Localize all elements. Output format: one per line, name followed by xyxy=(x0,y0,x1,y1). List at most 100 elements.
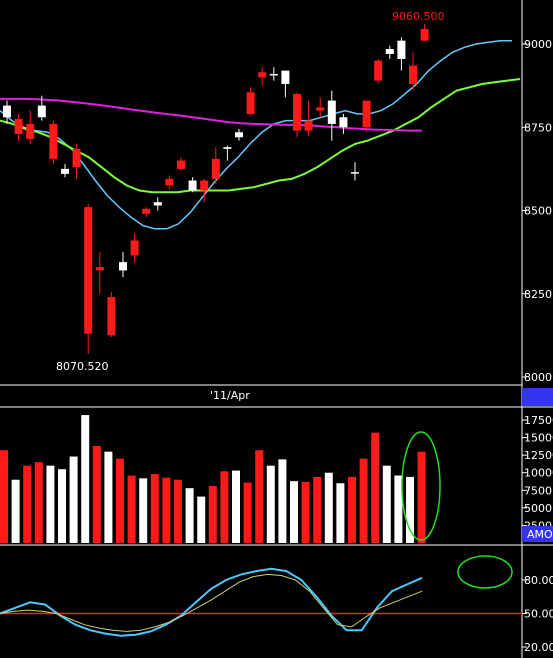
candle-body xyxy=(339,117,348,128)
volume-bar xyxy=(301,481,310,543)
candlestick xyxy=(420,23,429,41)
candle-body xyxy=(61,168,69,174)
candlestick xyxy=(397,37,406,71)
candle-body xyxy=(26,123,35,139)
candle-body xyxy=(316,107,325,111)
volume-bar xyxy=(150,474,159,543)
volume-bar xyxy=(23,465,32,543)
volume-tick-label: 12500 xyxy=(524,449,553,462)
volume-bar xyxy=(243,482,252,543)
candle-body xyxy=(362,100,371,128)
volume-tick-label: 15000 xyxy=(524,432,553,445)
candlestick xyxy=(235,128,243,141)
volume-bar xyxy=(359,458,368,543)
candle-body xyxy=(281,70,290,84)
candlestick xyxy=(26,110,35,144)
candlestick xyxy=(37,95,46,121)
candle-body xyxy=(258,72,267,78)
volume-bar xyxy=(313,476,322,543)
volume-bar xyxy=(81,415,90,543)
candlestick xyxy=(351,162,359,181)
volume-bar xyxy=(127,475,136,543)
volume-axis-ticks: 17500150001250010000750050002500 xyxy=(522,414,553,532)
ma-long-line xyxy=(0,97,422,132)
candlestick xyxy=(200,178,209,203)
candlestick xyxy=(304,100,313,136)
volume-bar xyxy=(208,486,217,543)
candlestick xyxy=(72,143,81,179)
candle-body xyxy=(200,180,209,191)
candle-body xyxy=(49,123,58,159)
volume-bars xyxy=(0,415,426,543)
volume-bar xyxy=(417,451,426,543)
volume-bar xyxy=(185,488,194,543)
volume-bar xyxy=(197,496,206,543)
candlestick xyxy=(281,70,290,98)
candle-body xyxy=(374,60,383,81)
volume-bar xyxy=(266,465,275,543)
ma-mid-line xyxy=(0,78,521,194)
stochastic-axis-ticks: 80.00 50.00 20.00 xyxy=(522,574,553,654)
candle-body xyxy=(223,147,232,149)
candlestick xyxy=(107,292,116,338)
volume-bar xyxy=(0,450,8,543)
volume-tick-label: 7500 xyxy=(524,484,552,497)
candle-body xyxy=(351,172,359,174)
volume-bar xyxy=(406,476,414,543)
volume-bar xyxy=(348,476,356,543)
candlestick xyxy=(269,67,278,81)
volume-bar xyxy=(290,481,298,543)
stoch-k-line xyxy=(0,567,423,637)
candlestick xyxy=(316,97,325,118)
candle-body xyxy=(409,65,417,84)
candle-body xyxy=(420,29,429,41)
stoch-tick-label: 50.00 xyxy=(524,608,553,621)
price-panel: 9000. 8750. 8500. 8250. 8000. 9060.500 8070.… xyxy=(0,10,553,384)
candlestick xyxy=(3,100,11,124)
volume-highlight-ellipse xyxy=(401,431,441,541)
price-tick-label: 8000. xyxy=(524,371,553,384)
volume-tick-label: 10000 xyxy=(524,467,553,480)
volume-bar xyxy=(371,432,380,543)
candle-body xyxy=(188,180,197,191)
volume-bar xyxy=(139,478,148,543)
volume-bar xyxy=(116,458,124,543)
candle-body xyxy=(304,120,313,131)
price-axis-ticks: 9000. 8750. 8500. 8250. 8000. xyxy=(522,38,553,384)
candlestick xyxy=(374,58,383,84)
volume-bar xyxy=(174,479,182,543)
candle-body xyxy=(95,267,104,271)
axis-tag xyxy=(522,388,553,406)
candle-body xyxy=(327,100,336,124)
candle-body xyxy=(246,92,255,114)
stochastic-lines xyxy=(0,567,522,637)
candlestick xyxy=(49,120,58,164)
volume-bar xyxy=(34,462,43,543)
volume-bar xyxy=(382,465,391,543)
candle-body xyxy=(72,148,81,168)
moving-average-lines xyxy=(0,39,521,230)
candlestick xyxy=(211,147,220,184)
price-tick-label: 8750. xyxy=(524,121,553,134)
candlestick xyxy=(14,113,23,141)
candle-body xyxy=(84,207,93,334)
candle-body xyxy=(3,105,11,118)
volume-bar xyxy=(162,477,171,543)
candlestick xyxy=(327,90,336,141)
volume-bar xyxy=(232,470,240,543)
candle-body xyxy=(119,262,127,271)
candlestick xyxy=(293,92,301,138)
candle-body xyxy=(385,48,394,54)
volume-panel: 17500150001250010000750050002500 AMO xyxy=(0,414,553,543)
candlestick xyxy=(130,233,139,263)
candle-body xyxy=(130,240,139,256)
candle-body xyxy=(142,208,151,214)
volume-bar xyxy=(92,446,101,543)
candlestick xyxy=(153,197,162,211)
volume-bar xyxy=(69,456,78,543)
candlestick xyxy=(84,203,93,354)
price-tick-label: 8250. xyxy=(524,288,553,301)
candle-body xyxy=(37,105,46,118)
candle-body xyxy=(14,118,23,134)
